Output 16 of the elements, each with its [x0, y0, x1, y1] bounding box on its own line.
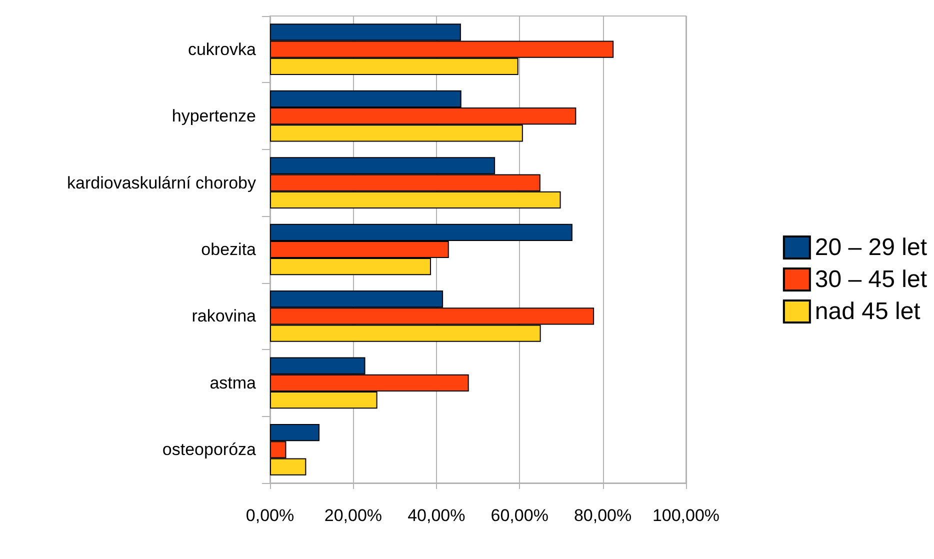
legend-label: 30 – 45 let: [814, 266, 928, 293]
x-tick-label: 60,00%: [490, 506, 548, 525]
y-tick-label: astma: [210, 373, 257, 392]
x-tick-label: 80,00%: [574, 506, 632, 525]
y-tick-label: hypertenze: [172, 106, 256, 126]
x-tick-label: 100,00%: [652, 506, 720, 525]
y-tick-label: cukrovka: [188, 40, 257, 59]
y-tick-label: obezita: [201, 240, 257, 259]
y-tick-label: kardiovaskulární choroby: [67, 173, 256, 192]
legend-label: 20 – 29 let: [814, 234, 928, 261]
legend-label: nad 45 let: [814, 298, 921, 325]
y-tick-label: osteoporóza: [162, 440, 257, 460]
x-tick-label: 20,00%: [324, 506, 382, 525]
x-tick-label: 0,00%: [246, 506, 294, 525]
y-tick-label: rakovina: [192, 306, 257, 326]
x-tick-label: 40,00%: [408, 506, 466, 525]
